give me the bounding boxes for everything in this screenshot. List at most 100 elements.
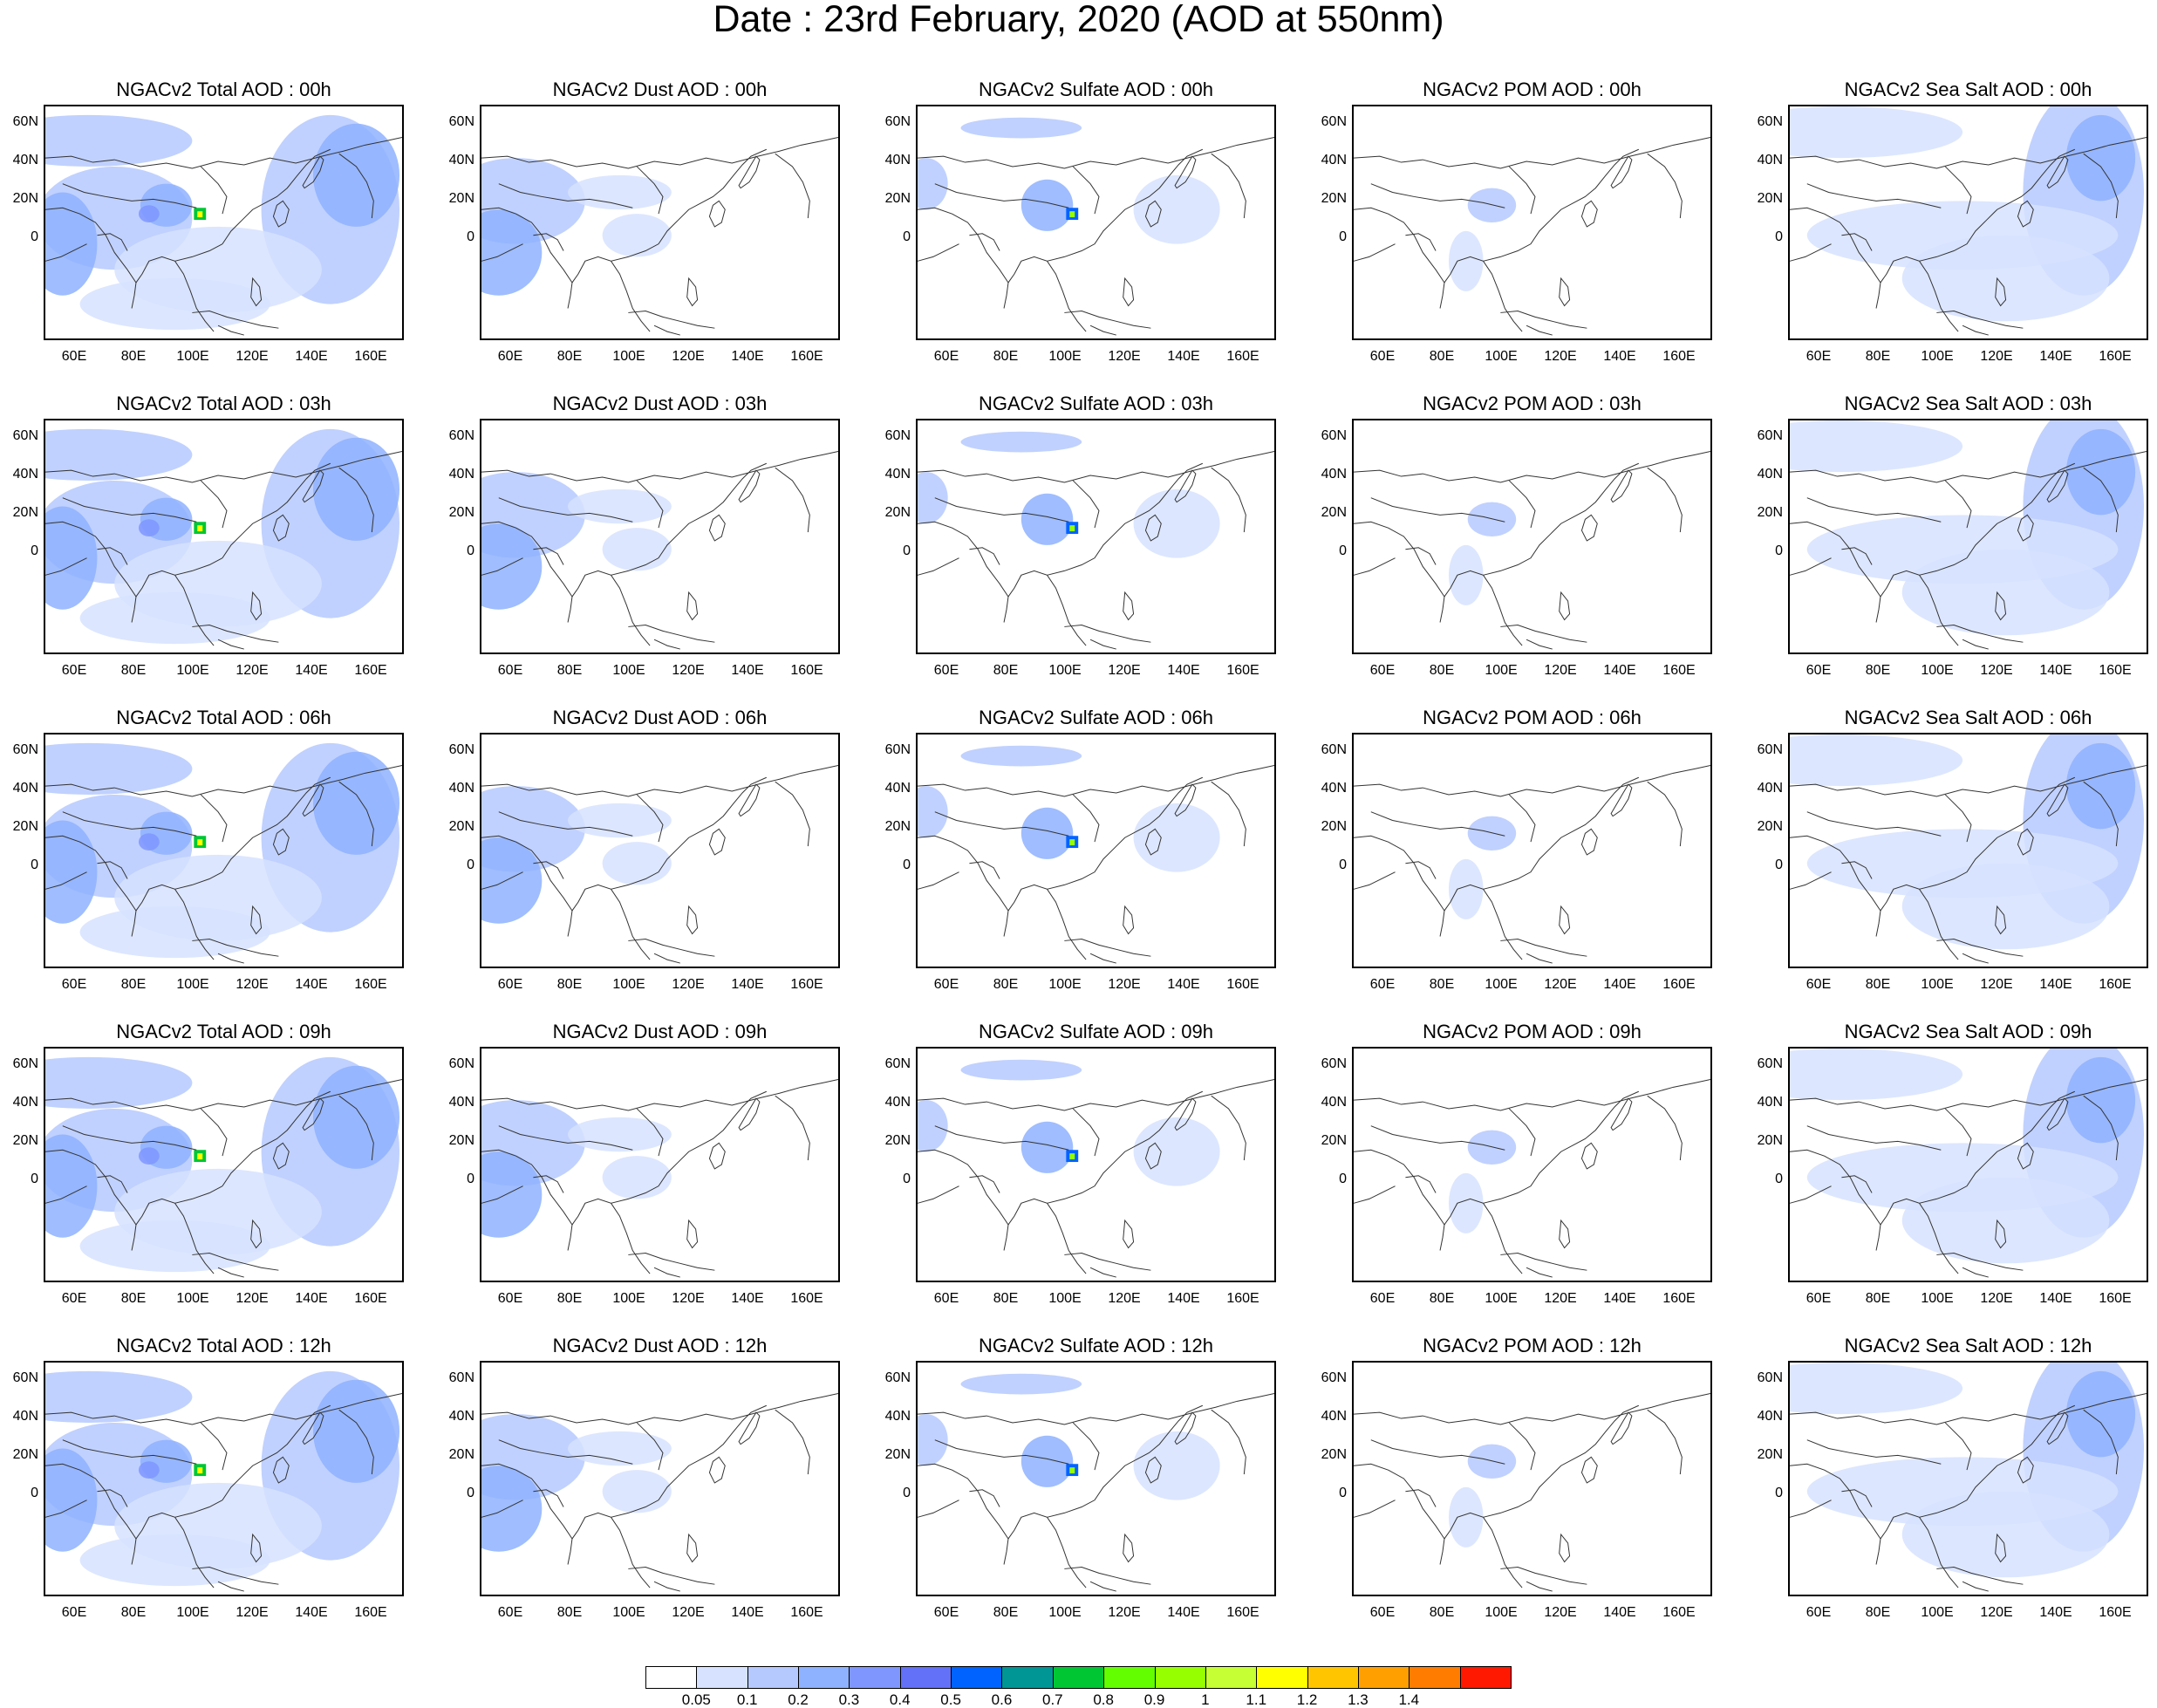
- lon-label: 80E: [120, 1605, 147, 1620]
- lat-label: 40N: [1757, 153, 1783, 167]
- lon-label: 80E: [1865, 977, 1891, 992]
- coastline: [533, 1175, 564, 1193]
- lon-label: 140E: [2039, 1605, 2072, 1620]
- coastline: [1064, 310, 1151, 329]
- coastline: [738, 1097, 761, 1131]
- lon-label: 120E: [1980, 1605, 2013, 1620]
- lat-label: 60N: [1757, 1056, 1783, 1071]
- coastline: [934, 497, 1069, 523]
- coastline: [653, 325, 680, 336]
- aod-field: [45, 114, 193, 167]
- lon-label: 80E: [1429, 663, 1455, 678]
- coastline: [2083, 467, 2119, 533]
- colorbar-label: 0.05: [681, 1691, 711, 1708]
- coastline: [1439, 282, 1445, 309]
- colorbar-label: 0.3: [838, 1691, 860, 1708]
- coastline: [1003, 1224, 1009, 1251]
- coastline: [636, 794, 664, 843]
- coastline: [918, 871, 959, 890]
- coastline: [1483, 1090, 1640, 1204]
- coastline: [131, 1224, 137, 1251]
- lon-label: 60E: [497, 349, 523, 364]
- aod-field: [1020, 1121, 1074, 1173]
- aod-field: [960, 431, 1082, 453]
- coastline: [775, 153, 810, 219]
- lon-label: 120E: [1980, 663, 2013, 678]
- map-frame: [1788, 733, 2148, 968]
- aod-field: [312, 437, 400, 541]
- lon-label: 60E: [933, 663, 959, 678]
- lon-label: 100E: [612, 349, 645, 364]
- coastline: [45, 764, 402, 797]
- coastline: [918, 136, 1274, 169]
- coastline: [200, 794, 228, 843]
- map-panel: NGACv2 Sulfate AOD : 12h 60N 40N 20N 0 60E 80E…: [872, 1335, 1304, 1649]
- panel-title: NGACv2 POM AOD : 06h: [1423, 707, 1642, 728]
- coastline: [934, 183, 1069, 208]
- colorbar-swatch: [645, 1666, 698, 1689]
- panel-title: NGACv2 Total AOD : 12h: [116, 1335, 331, 1356]
- lat-label: 60N: [448, 114, 474, 129]
- lon-label: 160E: [1662, 1291, 1696, 1306]
- coastline: [708, 200, 726, 228]
- lat-label: 40N: [12, 1095, 38, 1110]
- map-panel: NGACv2 Sea Salt AOD : 00h 60N 40N 20N 0 60E 80…: [1744, 79, 2157, 393]
- lat-label: 60N: [12, 1056, 38, 1071]
- lon-label: 100E: [1048, 663, 1082, 678]
- coastline: [1123, 1533, 1135, 1563]
- aod-hotspot-core: [197, 211, 203, 218]
- map-panel: NGACv2 POM AOD : 12h 60N 40N 20N 0 60E 80E 100E…: [1308, 1335, 1740, 1649]
- aod-field: [1806, 1457, 2119, 1527]
- lat-label: 60N: [1757, 1370, 1783, 1385]
- coastline: [1647, 781, 1683, 847]
- coastline: [1580, 1456, 1598, 1484]
- coastline: [533, 861, 564, 879]
- coastline: [969, 1489, 1000, 1507]
- lon-label: 160E: [354, 663, 387, 678]
- coastline: [686, 1219, 699, 1249]
- aod-field: [45, 1448, 98, 1552]
- lat-label: 40N: [884, 153, 911, 167]
- coastline: [2083, 1409, 2119, 1475]
- lon-label: 140E: [295, 1605, 328, 1620]
- lat-label: 40N: [1757, 1095, 1783, 1110]
- aod-field: [79, 1220, 270, 1273]
- coastline: [131, 282, 137, 309]
- coastline: [1123, 591, 1135, 621]
- aod-field: [602, 214, 672, 257]
- coastline: [1047, 1090, 1204, 1204]
- panel-title: NGACv2 Sulfate AOD : 03h: [978, 393, 1214, 414]
- lat-label: 40N: [884, 781, 911, 796]
- aod-field: [45, 1056, 193, 1109]
- coastline: [1508, 166, 1536, 215]
- aod-field: [45, 506, 98, 610]
- colorbar-label: 0.1: [736, 1691, 758, 1708]
- coastline: [1370, 1439, 1505, 1465]
- lon-label: 140E: [1167, 1291, 1200, 1306]
- coastline: [1174, 155, 1197, 189]
- lon-label: 140E: [2039, 663, 2072, 678]
- lon-label: 120E: [1544, 349, 1577, 364]
- coastline: [200, 166, 228, 215]
- coastline: [1962, 953, 1989, 964]
- lat-label: 60N: [1321, 1370, 1347, 1385]
- coastline: [2046, 1411, 2069, 1445]
- panel-title: NGACv2 Sulfate AOD : 12h: [978, 1335, 1214, 1356]
- colorbar-swatch: [1409, 1666, 1461, 1689]
- coastline: [1962, 1267, 1989, 1278]
- coastline: [1526, 639, 1553, 650]
- coastline: [481, 521, 651, 646]
- lat-label: 60N: [1757, 428, 1783, 443]
- coastline: [1174, 783, 1197, 817]
- aod-field: [918, 1414, 948, 1466]
- aod-field: [481, 1151, 543, 1238]
- lon-label: 140E: [1603, 349, 1636, 364]
- coastline: [1354, 835, 1523, 960]
- coastline: [1647, 467, 1683, 533]
- coastline: [653, 1581, 680, 1592]
- coastline: [1508, 480, 1536, 529]
- coastline: [1354, 557, 1396, 576]
- coastline: [918, 1500, 959, 1518]
- coastline: [1064, 938, 1151, 957]
- colorbar-label: 1.1: [1246, 1691, 1267, 1708]
